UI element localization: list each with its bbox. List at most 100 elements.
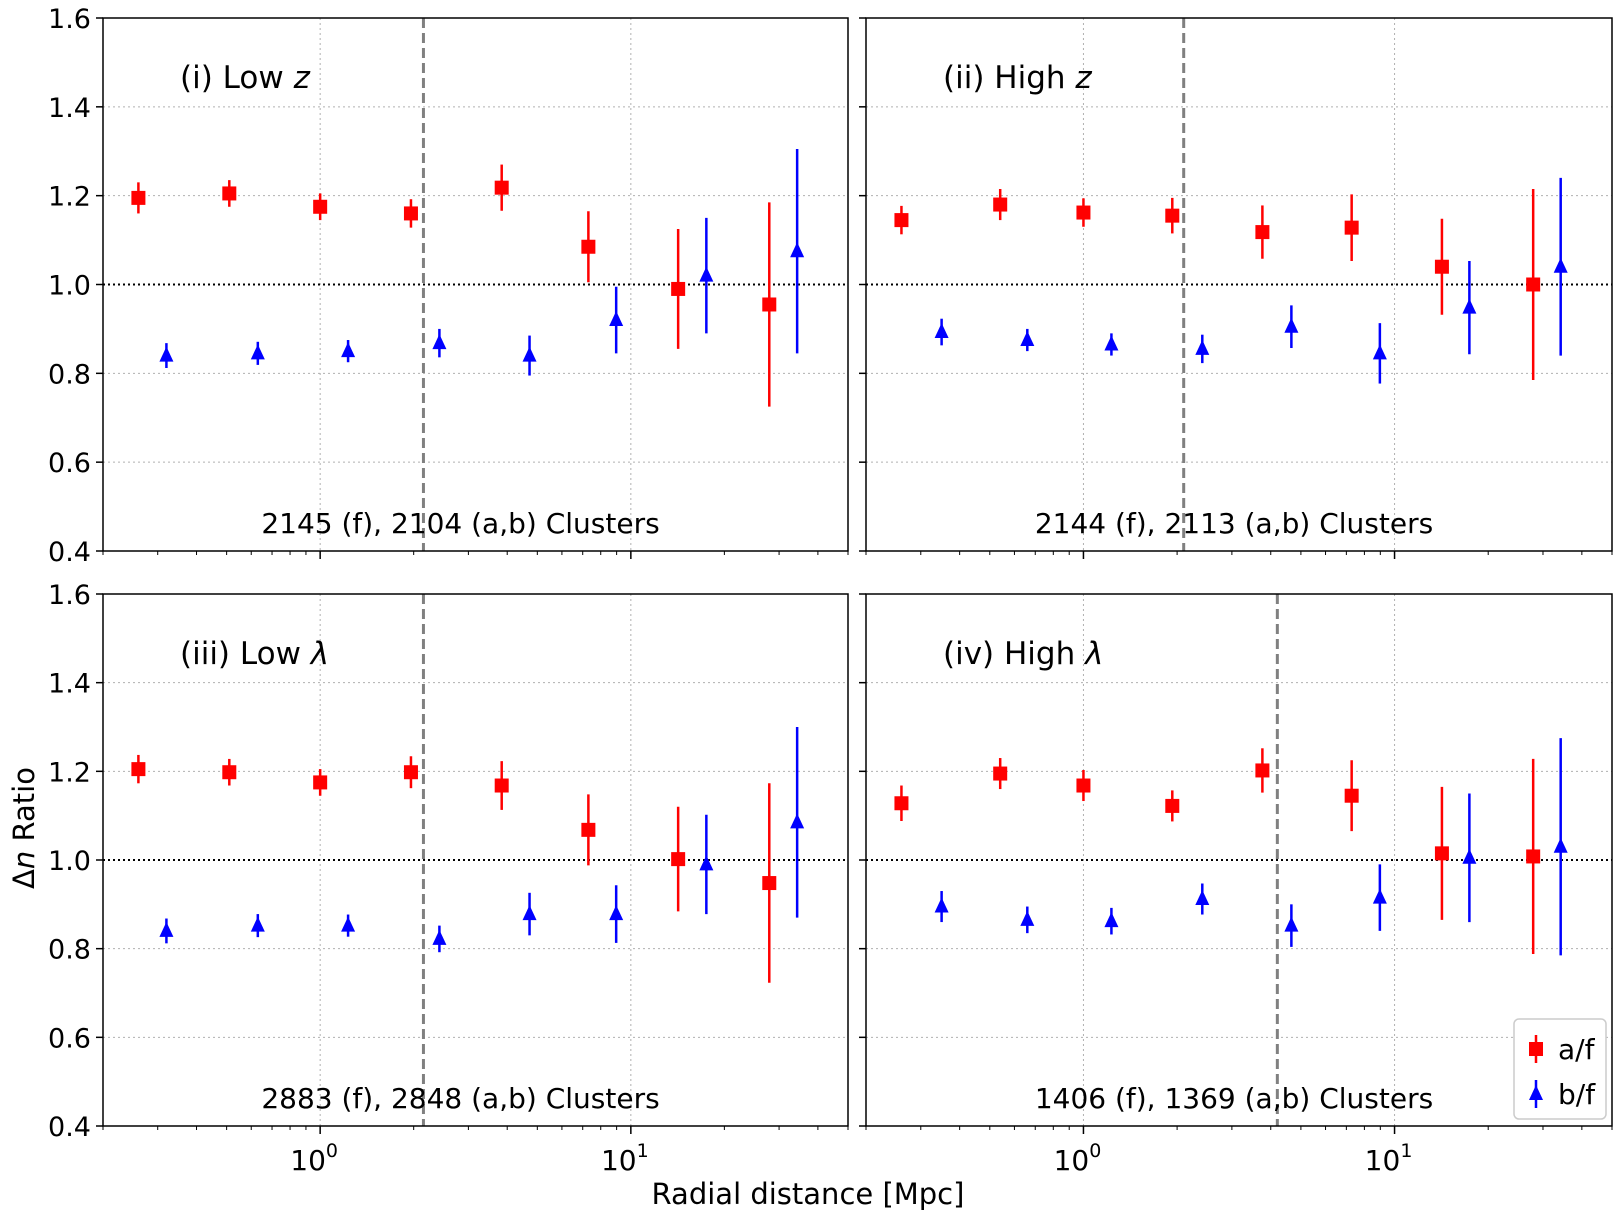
data-point-a-f — [494, 778, 509, 793]
data-point-b-f — [432, 334, 447, 350]
data-point-a-f — [894, 213, 909, 228]
data-point-a-f — [131, 762, 146, 777]
data-point-a-f — [1076, 205, 1091, 220]
panel-title-prefix: (i) Low — [180, 60, 294, 96]
legend-marker-b-f — [1529, 1085, 1543, 1100]
data-point-a-f — [313, 775, 328, 790]
data-point-b-f — [1372, 344, 1387, 360]
data-point-b-f — [934, 323, 949, 339]
data-point-a-f — [1434, 846, 1449, 861]
data-point-a-f — [1165, 798, 1180, 813]
data-point-a-f — [1165, 208, 1180, 223]
data-point-b-f — [522, 346, 537, 362]
data-point-a-f — [894, 796, 909, 811]
data-point-b-f — [934, 897, 949, 913]
panel-frame — [865, 593, 1613, 1127]
y-tick-label: 1.0 — [48, 846, 91, 877]
panel-frame — [865, 17, 1613, 552]
data-point-a-f — [131, 190, 146, 205]
panel-title-var: λ — [309, 636, 329, 672]
panel-title-prefix: (ii) High — [943, 60, 1075, 96]
data-point-b-f — [790, 813, 805, 829]
data-point-b-f — [1462, 298, 1477, 314]
data-point-b-f — [699, 855, 714, 871]
panel-top-left: 0.4 0.6 0.8 1.0 1.2 1.4 1.6 (i) Low z 2145 (f), … — [48, 4, 849, 568]
data-point-b-f — [341, 916, 356, 932]
y-tick-label: 1.0 — [48, 271, 91, 302]
data-point-a-f — [1255, 225, 1270, 240]
panel-title-prefix: (iii) Low — [180, 636, 311, 672]
y-axis-label-delta: Δ — [7, 869, 41, 889]
data-point-a-f — [494, 180, 509, 195]
data-point-a-f — [762, 876, 777, 891]
data-point-b-f — [432, 929, 447, 945]
data-point-a-f — [1434, 259, 1449, 274]
panel-title: (i) Low z — [180, 60, 311, 96]
x-tick-label: 101 — [1365, 1140, 1413, 1177]
data-point-b-f — [159, 921, 174, 937]
panel-title-var: z — [293, 60, 311, 96]
y-tick-label: 1.2 — [48, 757, 91, 788]
data-point-a-f — [1344, 788, 1359, 803]
data-point-b-f — [1020, 910, 1035, 926]
data-point-b-f — [159, 346, 174, 362]
data-point-a-f — [671, 281, 686, 296]
x-tick-label-base: 10 — [1365, 1144, 1401, 1177]
data-point-a-f — [403, 206, 418, 221]
data-point-b-f — [1372, 888, 1387, 904]
y-tick-label: 0.6 — [48, 1023, 91, 1054]
x-tick-label-base: 10 — [1054, 1144, 1090, 1177]
x-axis-label: Radial distance [Mpc] — [652, 1177, 965, 1211]
y-tick-label: 0.8 — [48, 935, 91, 966]
data-point-a-f — [1255, 763, 1270, 778]
legend-label: b/f — [1558, 1078, 1596, 1111]
data-point-b-f — [790, 242, 805, 258]
data-point-b-f — [250, 916, 265, 932]
data-point-a-f — [222, 186, 237, 201]
panel-title-prefix: (iv) High — [943, 636, 1085, 672]
data-point-b-f — [522, 905, 537, 921]
x-tick-label-exp: 0 — [1089, 1140, 1101, 1162]
legend-label: a/f — [1558, 1033, 1596, 1066]
data-point-b-f — [1104, 335, 1119, 351]
data-point-b-f — [699, 266, 714, 282]
legend-marker-a-f — [1529, 1042, 1543, 1056]
panel-frame — [102, 593, 849, 1127]
x-tick-label-exp: 1 — [1400, 1140, 1412, 1162]
x-tick-label: 100 — [290, 1140, 338, 1177]
data-point-a-f — [313, 199, 328, 214]
y-axis-label-var: n — [7, 851, 41, 869]
y-tick-label: 1.6 — [48, 4, 91, 35]
y-axis-label: Δn Ratio — [7, 767, 41, 889]
data-point-b-f — [1195, 890, 1210, 906]
data-point-b-f — [1284, 916, 1299, 932]
data-point-b-f — [1104, 912, 1119, 928]
y-tick-label: 1.4 — [48, 669, 91, 700]
data-point-a-f — [993, 766, 1008, 781]
y-tick-label: 1.6 — [48, 580, 91, 611]
data-point-b-f — [250, 344, 265, 360]
data-point-b-f — [1553, 257, 1568, 273]
x-tick-label: 101 — [601, 1140, 649, 1177]
panel-top-right: (ii) High z 2144 (f), 2113 (a,b) Clusters — [859, 17, 1613, 559]
x-tick-label-exp: 1 — [637, 1140, 649, 1162]
data-point-b-f — [1195, 339, 1210, 355]
data-point-b-f — [609, 905, 624, 921]
cluster-count-annotation: 1406 (f), 1369 (a,b) Clusters — [1035, 1082, 1433, 1115]
x-tick-label: 100 — [1054, 1140, 1102, 1177]
y-tick-label: 0.6 — [48, 448, 91, 479]
data-point-b-f — [609, 311, 624, 327]
data-point-b-f — [1462, 848, 1477, 864]
panel-title: (iii) Low λ — [180, 636, 329, 672]
data-point-a-f — [581, 822, 596, 837]
data-point-b-f — [1020, 331, 1035, 347]
x-tick-label-base: 10 — [601, 1144, 637, 1177]
data-point-b-f — [1284, 317, 1299, 333]
cluster-count-annotation: 2144 (f), 2113 (a,b) Clusters — [1035, 507, 1433, 540]
data-point-a-f — [993, 197, 1008, 212]
data-point-a-f — [1344, 220, 1359, 235]
